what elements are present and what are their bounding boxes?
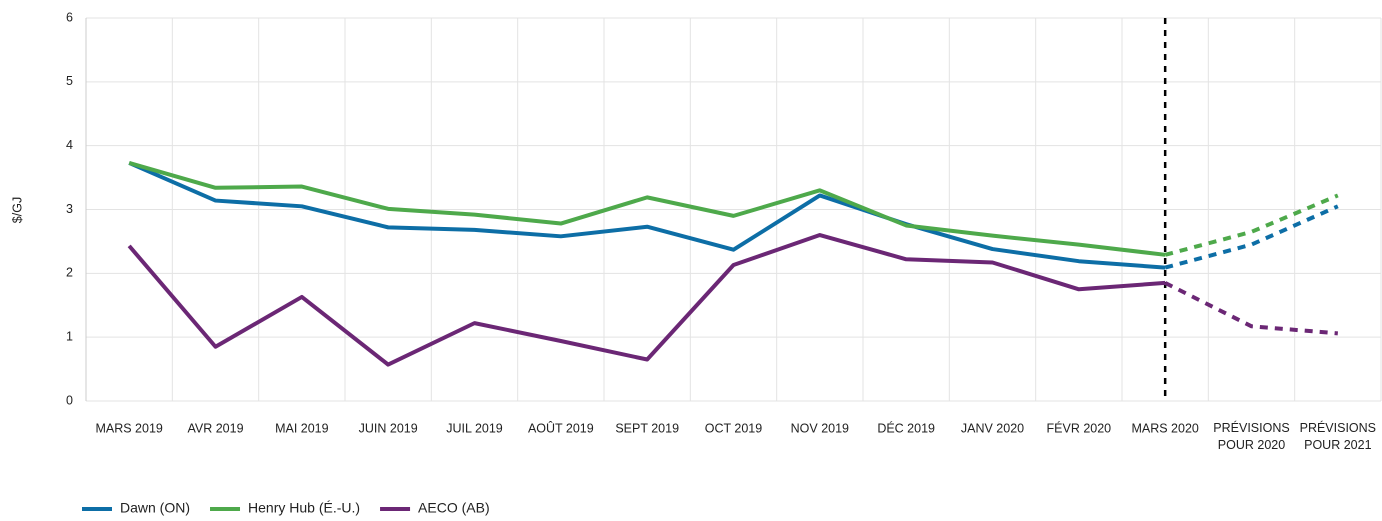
legend-label: AECO (AB) [418,500,490,516]
forecast-line [1164,193,1339,257]
x-tick-label: MARS 2020 [1131,421,1198,435]
x-tick-label: FÉVR 2020 [1047,420,1112,435]
forecast-line [1164,281,1338,336]
x-tick-label: OCT 2019 [705,421,762,435]
x-tick-label: AOÛT 2019 [528,420,594,435]
y-tick-label: 1 [66,329,73,343]
y-tick-label: 2 [66,266,73,280]
y-tick-label: 6 [66,10,73,24]
y-tick-label: 0 [66,393,73,407]
series-line [128,161,1166,270]
x-tick-label: MARS 2019 [95,421,162,435]
y-axis-label: $/GJ [10,197,24,223]
legend-label: Henry Hub (É.-U.) [248,500,360,516]
x-tick-label: DÉC 2019 [877,420,935,435]
x-tick-label: JANV 2020 [961,421,1024,435]
x-tick-label: SEPT 2019 [615,421,679,435]
series-line [127,233,1166,367]
forecast-line [1164,204,1339,270]
x-tick-label: NOV 2019 [791,421,849,435]
legend-label: Dawn (ON) [120,500,190,516]
series-line [128,160,1166,257]
y-tick-label: 3 [66,202,73,216]
x-tick-label: PRÉVISIONS POUR 2020 [1213,420,1289,452]
y-tick-label: 5 [66,74,73,88]
x-tick-label: JUIL 2019 [446,421,503,435]
x-tick-label: PRÉVISIONS POUR 2021 [1300,420,1376,452]
y-tick-label: 4 [66,138,73,152]
x-tick-label: AVR 2019 [187,421,243,435]
x-tick-label: MAI 2019 [275,421,329,435]
x-tick-label: JUIN 2019 [359,421,418,435]
